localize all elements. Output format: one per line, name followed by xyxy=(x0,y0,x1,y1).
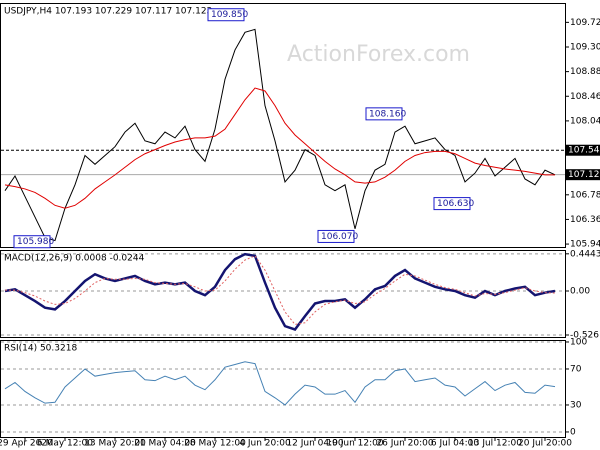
pane-title: USDJPY,H4 107.193 107.229 107.117 107.12… xyxy=(4,7,212,17)
y-tick-label: 0.00 xyxy=(570,286,590,296)
series-line xyxy=(5,255,556,325)
price-tag xyxy=(566,169,600,181)
x-tick-label: 19 Jun 12:00 xyxy=(326,439,383,449)
y-tick-label: 108.880 xyxy=(570,67,600,77)
y-tick-label: 108.460 xyxy=(570,92,600,102)
pane-title: RSI(14) 50.3218 xyxy=(4,344,77,354)
series-line xyxy=(4,361,556,406)
annotation-label: 108.160 xyxy=(369,109,406,119)
annotation-box xyxy=(207,8,245,22)
x-tick-label: 21 May 04:00 xyxy=(134,439,196,449)
x-tick-label: 6 Jul 04:00 xyxy=(431,439,480,449)
x-tick-label: 20 Jul 20:00 xyxy=(518,439,572,449)
y-tick-label: 0 xyxy=(570,427,576,437)
y-tick-label: 109.720 xyxy=(570,18,600,28)
y-tick-label: 108.040 xyxy=(570,116,600,126)
y-tick-label: 105.940 xyxy=(570,240,600,250)
y-tick-label: 109.300 xyxy=(570,42,600,52)
y-tick-label: 70 xyxy=(570,364,582,374)
x-tick-label: 13 Jul 12:00 xyxy=(468,439,522,449)
x-tick-label: 26 Jun 20:00 xyxy=(376,439,433,449)
x-tick-label: 4 Jun 20:00 xyxy=(239,439,291,449)
series-line xyxy=(4,87,555,209)
x-tick-label: 13 May 20:00 xyxy=(84,439,146,449)
price-tag-label: 107.540 xyxy=(568,146,600,156)
y-tick-label: 0.4443 xyxy=(570,249,600,259)
price-pane xyxy=(0,3,566,248)
annotation-box xyxy=(317,229,355,243)
x-tick-label: 6 May 12:00 xyxy=(37,439,93,449)
y-tick-label: -0.526 xyxy=(570,330,599,340)
annotation-label: 109.850 xyxy=(211,10,248,20)
price-tag-label: 107.123 xyxy=(568,170,600,180)
series-line xyxy=(4,252,556,331)
y-tick-label: 30 xyxy=(570,400,582,410)
annotation-box xyxy=(365,107,403,121)
x-tick-label: 12 Jun 04:00 xyxy=(286,439,343,449)
y-tick-label: 100 xyxy=(570,337,587,347)
annotation-box xyxy=(433,197,471,211)
annotation-box xyxy=(13,235,51,249)
x-tick-label: 28 May 12:00 xyxy=(184,439,246,449)
price-tag xyxy=(566,144,600,156)
rsi-pane xyxy=(0,340,566,438)
annotation-label: 106.630 xyxy=(437,199,474,209)
watermark: ActionForex.com xyxy=(287,42,470,67)
series-line xyxy=(4,28,556,242)
pane-title: MACD(12,26,9) 0.0008 -0.0244 xyxy=(4,254,145,264)
y-tick-label: 106.360 xyxy=(570,215,600,225)
y-tick-label: 106.780 xyxy=(570,190,600,200)
macd-pane xyxy=(0,250,566,338)
annotation-label: 105.980 xyxy=(17,237,54,247)
annotation-label: 106.070 xyxy=(321,232,358,242)
x-tick-label: 29 Apr 2020 xyxy=(0,439,53,449)
